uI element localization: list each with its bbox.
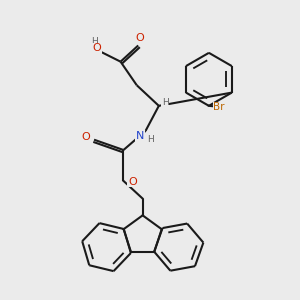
Text: O: O	[93, 44, 101, 53]
Text: H: H	[91, 37, 98, 46]
Text: O: O	[128, 176, 137, 187]
Text: Br: Br	[213, 102, 225, 112]
Text: O: O	[81, 132, 90, 142]
Text: N: N	[136, 131, 145, 141]
Text: H: H	[148, 135, 154, 144]
Text: O: O	[135, 33, 144, 43]
Text: H: H	[162, 98, 169, 107]
